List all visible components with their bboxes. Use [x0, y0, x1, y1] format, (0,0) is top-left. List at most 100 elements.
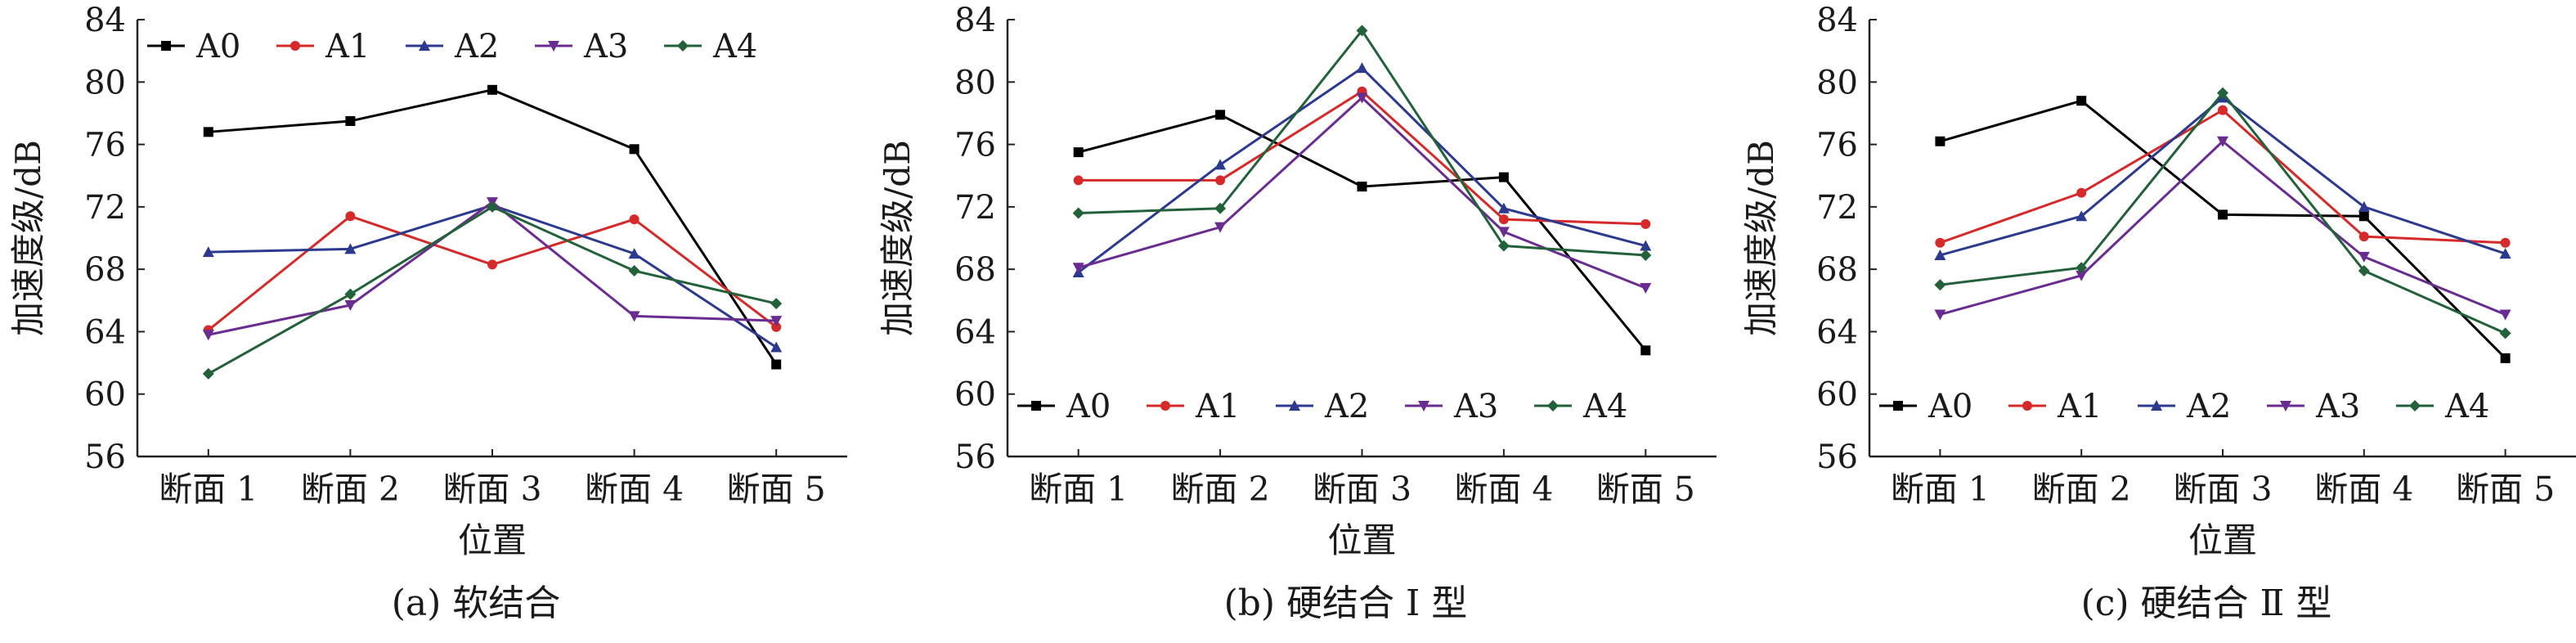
data-point-A0 [2218, 209, 2228, 220]
data-point-A3 [2076, 270, 2088, 281]
data-point-A3 [2217, 136, 2228, 147]
data-point-A0 [2500, 353, 2511, 363]
series-line-A2 [1940, 96, 2506, 257]
y-tick-label: 60 [1816, 376, 1858, 414]
series-line-A3 [1940, 140, 2506, 316]
x-tick-label: 断面 4 [2314, 470, 2413, 509]
legend-label: A4 [1582, 388, 1627, 425]
legend-marker [161, 41, 171, 51]
y-tick-label: 84 [84, 2, 126, 39]
data-point-A1 [2218, 105, 2228, 115]
x-tick-label: 断面 3 [1313, 470, 1411, 509]
legend-item-A1: A1 [1147, 388, 1240, 425]
legend-marker [677, 40, 689, 52]
data-point-A4 [2358, 265, 2370, 277]
legend-label: A1 [325, 28, 370, 65]
data-point-A4 [770, 298, 783, 310]
series-A1 [203, 211, 782, 335]
panel-caption: (c) 硬结合 Ⅱ 型 [2081, 582, 2332, 624]
panel-caption: (a) 软结合 [392, 582, 561, 624]
x-tick-label: 断面 2 [1171, 470, 1270, 509]
legend-marker [1160, 401, 1170, 411]
data-point-A1 [1935, 237, 1945, 248]
data-point-A3 [1640, 283, 1652, 295]
x-tick-label: 断面 1 [1891, 470, 1990, 509]
series-A4 [202, 200, 783, 380]
legend-label: A0 [195, 28, 240, 65]
chart-panel-1: 56 60 64 68 72 76 80 84 断面 1 断面 2 断面 3 断面 4 断面 5 位置 加速… [8, 2, 847, 624]
series-line-A3 [1078, 96, 1646, 290]
data-point-A2 [344, 243, 357, 254]
series-A0 [203, 84, 782, 370]
x-tick-label: 断面 5 [2456, 470, 2555, 509]
data-point-A4 [487, 200, 498, 213]
data-point-A1 [1215, 175, 1226, 186]
legend-item-A2: A2 [2138, 388, 2231, 425]
y-tick-label: 60 [84, 376, 126, 414]
legend-marker [2409, 400, 2421, 411]
data-point-A3 [1934, 309, 1946, 321]
data-point-A0 [2358, 211, 2369, 222]
y-axis-label: 加速度级/dB [8, 140, 48, 336]
y-axis-label: 加速度级/dB [877, 140, 918, 336]
series-A1 [1935, 105, 2511, 248]
data-point-A0 [487, 84, 497, 95]
data-point-A4 [2076, 262, 2088, 274]
data-point-A4 [1640, 249, 1652, 261]
x-tick-label: 断面 1 [159, 470, 258, 509]
data-point-A4 [2217, 87, 2228, 99]
legend-marker [1418, 401, 1429, 411]
legend-marker [548, 41, 559, 52]
series-line-A1 [1078, 90, 1646, 226]
legend-item-A2: A2 [1276, 388, 1369, 425]
legend-label: A2 [2186, 388, 2231, 425]
data-point-A2 [2499, 248, 2511, 259]
legend-label: A3 [1453, 388, 1498, 425]
data-point-A0 [2076, 96, 2087, 106]
data-point-A1 [771, 322, 782, 332]
data-point-A0 [1215, 110, 1226, 120]
data-point-A1 [1073, 175, 1084, 186]
data-point-A4 [1497, 240, 1510, 252]
series-A3 [1934, 136, 2511, 321]
y-tick-label: 84 [1816, 2, 1858, 39]
y-tick-label: 80 [84, 64, 126, 101]
data-point-A2 [202, 246, 214, 258]
series-A4 [1072, 25, 1652, 261]
legend-marker [1031, 401, 1041, 411]
legend-marker [2022, 401, 2032, 411]
legend-marker [290, 41, 300, 51]
legend: A0 A1 A2 A3 A4 [1879, 388, 2489, 425]
series-A3 [1072, 92, 1652, 295]
x-tick-label: 断面 4 [585, 470, 684, 509]
legend-marker [2280, 401, 2291, 411]
series-line-A0 [208, 88, 778, 366]
series-A2 [1072, 62, 1652, 277]
y-tick-label: 68 [84, 251, 126, 289]
legend: A0 A1 A2 A3 A4 [1017, 388, 1627, 425]
series-A1 [1073, 86, 1651, 229]
y-tick-label: 76 [954, 127, 996, 164]
data-point-A4 [1214, 202, 1227, 214]
data-point-A1 [2500, 237, 2511, 248]
legend-marker [2151, 400, 2162, 411]
y-tick-label: 68 [1816, 251, 1858, 289]
data-point-A0 [1640, 345, 1651, 356]
x-axis-label: 位置 [1327, 520, 1396, 560]
legend-item-A4: A4 [2396, 388, 2489, 425]
legend-item-A2: A2 [406, 28, 499, 65]
data-point-A2 [2358, 200, 2370, 212]
data-point-A0 [1073, 147, 1084, 158]
data-point-A1 [2358, 232, 2369, 242]
legend-marker [1893, 401, 1903, 411]
y-tick-label: 64 [1816, 313, 1858, 351]
data-point-A3 [1214, 222, 1227, 233]
legend-label: A2 [1324, 388, 1369, 425]
x-axis-label: 位置 [2188, 520, 2257, 560]
series-A4 [1934, 87, 2511, 339]
data-point-A0 [1935, 136, 1945, 146]
chart-panel-2: 56 60 64 68 72 76 80 84 断面 1 断面 2 断面 3 断面 4 断面 5 位置 加速… [877, 2, 1717, 624]
data-point-A4 [344, 288, 357, 300]
legend-label: A1 [1195, 388, 1240, 425]
